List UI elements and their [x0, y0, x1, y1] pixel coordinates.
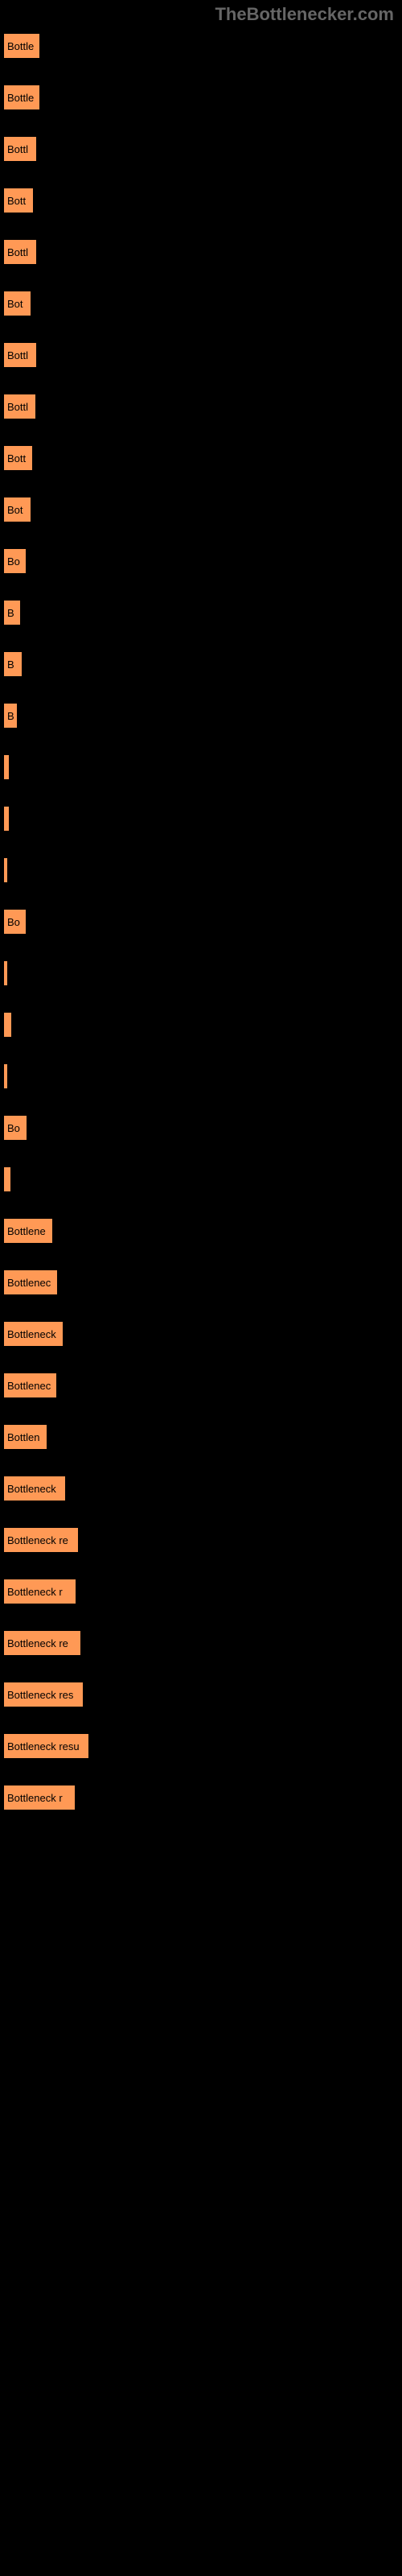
bar-row: Bottl: [3, 136, 402, 162]
bar: Bott: [3, 445, 33, 471]
bar-row: [3, 1012, 402, 1038]
bar-row: Bottl: [3, 394, 402, 419]
bar: [3, 754, 10, 780]
bar-row: [3, 806, 402, 832]
bar: Bottleneck r: [3, 1785, 76, 1810]
bar-row: Bo: [3, 909, 402, 935]
watermark-text: TheBottlenecker.com: [0, 4, 402, 25]
bar-row: [3, 1166, 402, 1192]
bar: Bo: [3, 909, 27, 935]
bar-row: Bottle: [3, 33, 402, 59]
bar-row: [3, 857, 402, 883]
bar-row: Bottleneck r: [3, 1785, 402, 1810]
bar: Bottle: [3, 33, 40, 59]
bar: Bottlene: [3, 1218, 53, 1244]
bar-row: Bot: [3, 291, 402, 316]
bar: B: [3, 703, 18, 729]
bar: [3, 1012, 12, 1038]
bar: Bottl: [3, 239, 37, 265]
bar: Bottl: [3, 394, 36, 419]
bar-row: Bottle: [3, 85, 402, 110]
bar: Bottleneck re: [3, 1527, 79, 1553]
bar-row: Bo: [3, 548, 402, 574]
bar: Bottleneck: [3, 1476, 66, 1501]
bar: Bo: [3, 1115, 27, 1141]
bar: [3, 1166, 11, 1192]
bar: Bott: [3, 188, 34, 213]
bar: Bottleneck resu: [3, 1733, 89, 1759]
bar: Bottlenec: [3, 1269, 58, 1295]
bar: Bo: [3, 548, 27, 574]
bar-row: Bottlen: [3, 1424, 402, 1450]
bar-row: Bottleneck res: [3, 1682, 402, 1707]
bar: Bottlen: [3, 1424, 47, 1450]
bar-row: Bottleneck: [3, 1476, 402, 1501]
bar-chart: Bottle Bottle Bottl Bott Bottl Bot Bottl Bottl B…: [0, 33, 402, 1810]
bar-row: [3, 1063, 402, 1089]
bar: [3, 857, 8, 883]
bar-row: Bott: [3, 188, 402, 213]
bar-row: Bottlenec: [3, 1269, 402, 1295]
bar-row: Bottlenec: [3, 1373, 402, 1398]
bar: Bottleneck r: [3, 1579, 76, 1604]
bar-row: Bottleneck r: [3, 1579, 402, 1604]
bar: Bottlenec: [3, 1373, 57, 1398]
bar: Bottleneck: [3, 1321, 64, 1347]
bar: Bottleneck res: [3, 1682, 84, 1707]
bar-row: [3, 754, 402, 780]
bar-row: Bot: [3, 497, 402, 522]
bar: Bottleneck re: [3, 1630, 81, 1656]
bar-row: Bottlene: [3, 1218, 402, 1244]
bar: Bot: [3, 497, 31, 522]
bar-row: Bottleneck re: [3, 1527, 402, 1553]
bar-row: Bottl: [3, 239, 402, 265]
bar-row: Bottleneck: [3, 1321, 402, 1347]
bar-row: B: [3, 703, 402, 729]
bar-row: Bottl: [3, 342, 402, 368]
bar-row: B: [3, 651, 402, 677]
bar-row: Bo: [3, 1115, 402, 1141]
bar-row: Bottleneck resu: [3, 1733, 402, 1759]
bar: Bottle: [3, 85, 40, 110]
bar: [3, 806, 10, 832]
bar: [3, 1063, 8, 1089]
bar-row: B: [3, 600, 402, 625]
bar: Bot: [3, 291, 31, 316]
bar: B: [3, 651, 23, 677]
bar-row: Bott: [3, 445, 402, 471]
bar: Bottl: [3, 136, 37, 162]
bar: Bottl: [3, 342, 37, 368]
bar-row: [3, 960, 402, 986]
bar: [3, 960, 8, 986]
bar-row: Bottleneck re: [3, 1630, 402, 1656]
bar: B: [3, 600, 21, 625]
